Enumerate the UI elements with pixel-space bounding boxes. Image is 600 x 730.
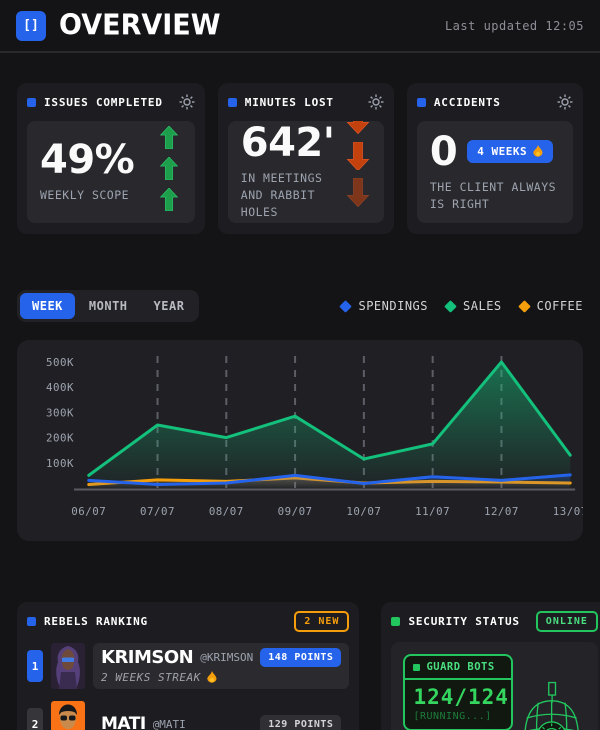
stat-card-minutes-lost: MINUTES LOST 642' IN MEETINGS AND RABBIT… [217, 83, 394, 234]
avatar-krimson [51, 642, 85, 690]
rank-badge: 1 [27, 650, 43, 682]
player-name: MATI [101, 713, 146, 730]
stat-panel: 0 4 WEEKS THE CLIENT ALWAYS IS RIGHT [416, 121, 573, 223]
bottom-cards-row: REBELS RANKING 2 NEW 1 [17, 602, 600, 730]
legend-label: SALES [463, 299, 502, 313]
svg-text:10/07: 10/07 [346, 505, 381, 518]
page-title: OVERVIEW [59, 9, 221, 42]
online-status-badge: ONLINE [535, 610, 598, 632]
legend-label: COFFEE [536, 299, 583, 313]
ranking-list: 1 KRIMSON @KRIMSON [27, 642, 350, 730]
period-tab-group: WEEK MONTH YEAR [17, 290, 200, 322]
guard-bots-status: [RUNNING...] [413, 711, 492, 722]
svg-text:06/07: 06/07 [71, 505, 106, 518]
settings-gear-icon[interactable] [557, 94, 573, 110]
stat-card-label: MINUTES LOST [244, 95, 334, 109]
svg-text:500K: 500K [46, 356, 74, 369]
stat-panel: 642' IN MEETINGS AND RABBIT HOLES [227, 121, 384, 223]
legend-item-spendings[interactable]: SPENDINGS [339, 299, 429, 313]
stat-value: 642' [240, 121, 335, 167]
rebels-ranking-card: REBELS RANKING 2 NEW 1 [17, 602, 360, 730]
svg-text:13/07: 13/07 [553, 505, 583, 518]
stat-card-issues-completed: ISSUES COMPLETED 49% WEEKLY SCOPE [17, 83, 205, 234]
guard-bots-box: GUARD BOTS 124/124 [RUNNING...] [403, 654, 514, 730]
security-status-card: SECURITY STATUS ONLINE GUARD BOTS 124/12… [381, 602, 600, 730]
diamond-marker-icon [444, 299, 457, 313]
ranking-row-1[interactable]: 1 KRIMSON @KRIMSON [27, 642, 350, 690]
stat-subtitle: THE CLIENT ALWAYS IS RIGHT [429, 179, 557, 211]
stat-value: 0 [429, 128, 458, 175]
stat-subtitle: WEEKLY SCOPE [40, 188, 130, 203]
diamond-marker-icon [517, 299, 531, 313]
points-badge: 148 POINTS [260, 647, 342, 667]
tab-year[interactable]: YEAR [153, 299, 185, 313]
flame-icon [207, 671, 217, 684]
legend-item-sales[interactable]: SALES [444, 299, 502, 313]
svg-text:100K: 100K [46, 457, 74, 470]
legend-label: SPENDINGS [358, 299, 429, 313]
stat-card-label: ISSUES COMPLETED [44, 95, 163, 109]
line-chart-card: 100K 200K 300K 400K 500K 06/07 07/07 08/07 09/07… [17, 340, 583, 541]
stat-card-label: ACCIDENTS [433, 95, 501, 109]
svg-text:400K: 400K [46, 381, 74, 394]
svg-text:300K: 300K [46, 406, 74, 419]
tab-week[interactable]: WEEK [20, 293, 75, 319]
weeks-streak-badge: 4 WEEKS [467, 140, 554, 164]
card-bullet-icon [416, 97, 426, 107]
card-bullet-icon [27, 97, 36, 107]
guard-bullet-icon [413, 663, 421, 671]
flame-icon [533, 145, 543, 158]
diamond-marker-icon [339, 299, 353, 313]
player-name: KRIMSON [101, 646, 194, 668]
guard-robot-wireframe [525, 681, 580, 730]
logo-glyph: [] [23, 18, 39, 33]
streak-badge-label: 4 WEEKS [477, 145, 528, 159]
last-updated-text: Last updated 12:05 [444, 18, 584, 33]
security-panel: GUARD BOTS 124/124 [RUNNING...] [391, 642, 598, 730]
svg-text:07/07: 07/07 [140, 505, 175, 518]
svg-text:11/07: 11/07 [415, 505, 450, 518]
stat-panel: 49% WEEKLY SCOPE [27, 121, 195, 223]
streak-line: 2 WEEKS STREAK [101, 671, 341, 684]
legend-item-coffee[interactable]: COFFEE [517, 299, 583, 313]
svg-text:12/07: 12/07 [484, 505, 519, 518]
app-header: [] OVERVIEW Last updated 12:05 [0, 0, 600, 53]
svg-text:200K: 200K [46, 432, 74, 445]
guard-bots-count: 124/124 [413, 685, 509, 709]
settings-gear-icon[interactable] [368, 94, 384, 110]
settings-gear-icon[interactable] [179, 94, 195, 110]
ranking-title: REBELS RANKING [44, 614, 148, 628]
tab-month[interactable]: MONTH [88, 299, 128, 313]
line-chart-svg[interactable]: 100K 200K 300K 400K 500K 06/07 07/07 08/07 09/07… [17, 340, 583, 541]
ranking-row-2[interactable]: 2 MATI [27, 700, 349, 730]
player-handle: @KRIMSON [200, 650, 254, 664]
player-handle: @MATI [152, 717, 186, 730]
stat-subtitle: IN MEETINGS AND RABBIT HOLES [240, 171, 323, 219]
stat-cards-row: ISSUES COMPLETED 49% WEEKLY SCOPE [17, 83, 583, 234]
streak-text: 2 WEEKS STREAK [101, 671, 201, 685]
points-badge: 129 POINTS [260, 714, 342, 730]
card-bullet-icon [391, 616, 401, 626]
chart-legend: SPENDINGS SALES COFFEE [339, 299, 583, 313]
trend-down-arrows-icon [342, 121, 374, 207]
new-count-badge: 2 NEW [294, 610, 350, 632]
stat-card-accidents: ACCIDENTS 0 4 WEEKS [406, 83, 583, 234]
trend-up-arrows-icon [153, 121, 185, 211]
card-bullet-icon [27, 616, 36, 626]
svg-text:08/07: 08/07 [209, 505, 244, 518]
avatar-mati [51, 700, 85, 730]
ranking-row-body: MATI @MATI 129 POINTS [93, 710, 349, 730]
guard-bots-label: GUARD BOTS [426, 661, 495, 673]
svg-text:09/07: 09/07 [278, 505, 313, 518]
ranking-row-body: KRIMSON @KRIMSON 148 POINTS 2 WEEKS STRE… [93, 642, 350, 690]
card-bullet-icon [227, 97, 237, 107]
rank-badge: 2 [27, 708, 43, 730]
chart-controls: WEEK MONTH YEAR SPENDINGS SALES COFFEE [17, 290, 583, 322]
stat-value: 49% [40, 137, 135, 184]
security-title: SECURITY STATUS [408, 614, 520, 628]
app-logo-icon: [] [16, 10, 46, 41]
